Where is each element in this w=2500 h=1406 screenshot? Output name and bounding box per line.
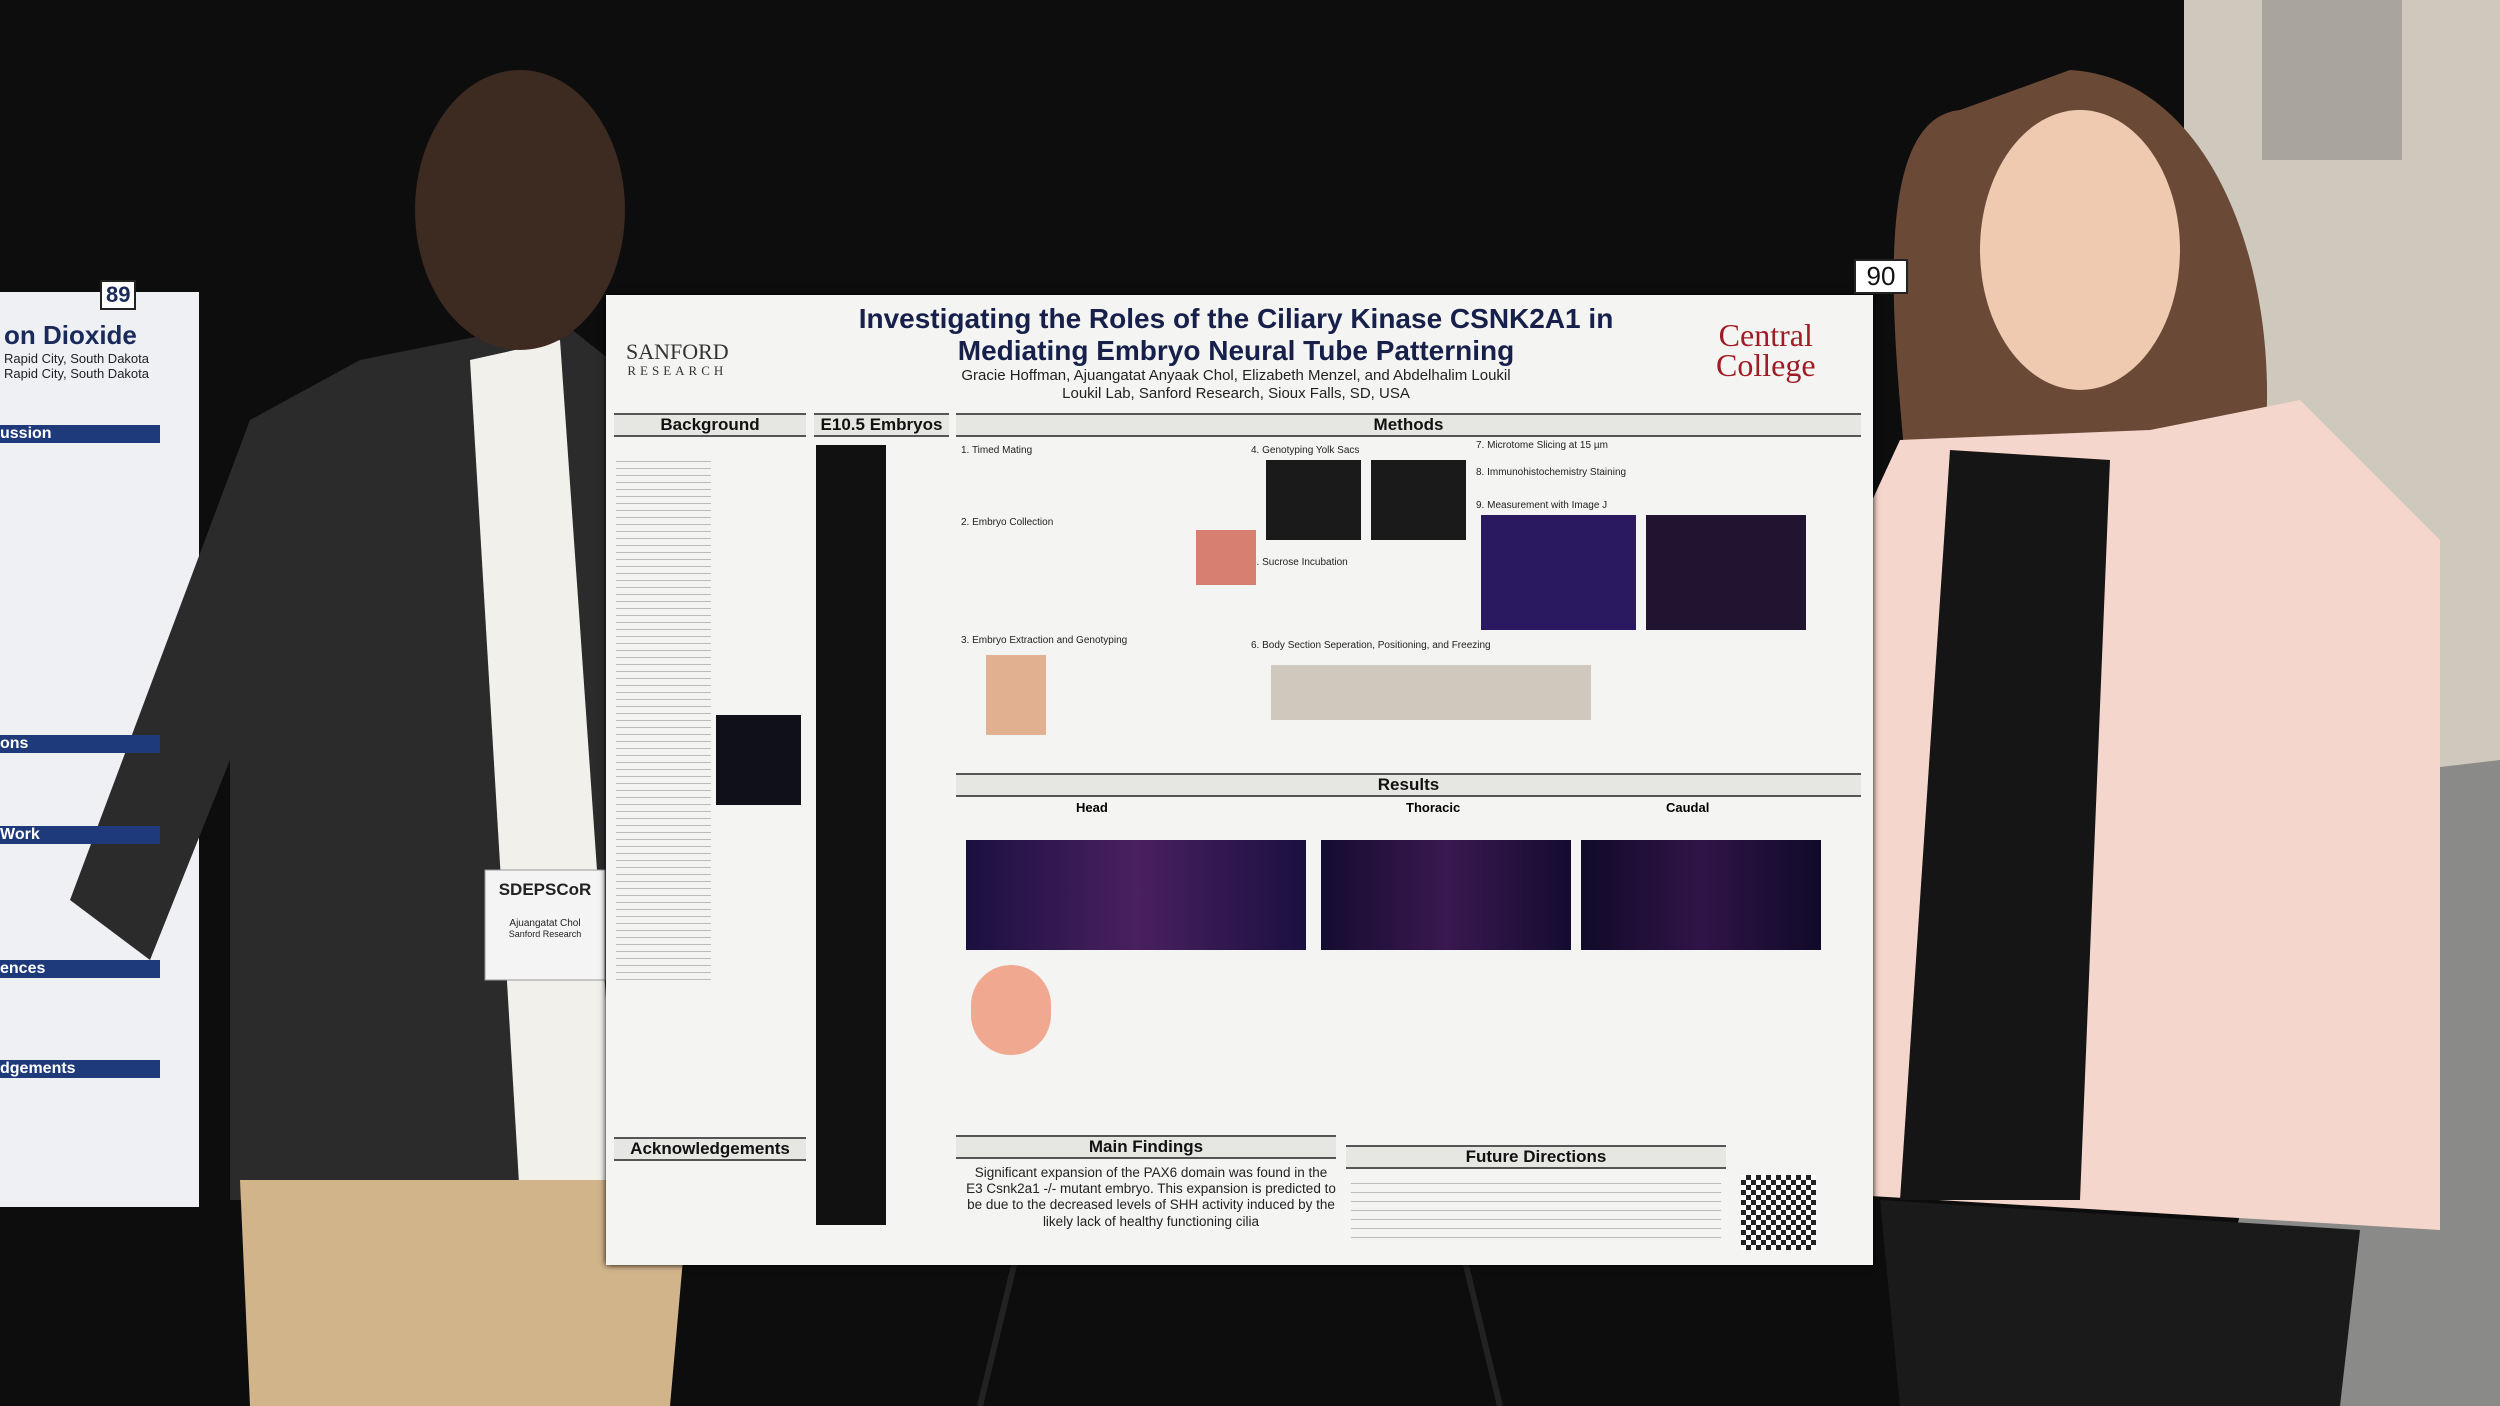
- results-image: [1581, 840, 1821, 950]
- text-block: [1351, 1175, 1721, 1245]
- logo-text: RESEARCH: [627, 363, 728, 379]
- man-pants: [240, 1180, 690, 1406]
- logo-left: SANFORD RESEARCH: [626, 339, 729, 379]
- easel-leg: [977, 1239, 1023, 1406]
- gel-image: [1371, 460, 1466, 540]
- badge: [484, 869, 606, 981]
- badge-name: Ajuangatat Chol: [509, 918, 581, 929]
- badge-logo: SDEPSCoR: [498, 880, 592, 899]
- embryo-image: [1196, 530, 1256, 585]
- method-step: 5. Sucrose Incubation: [1251, 557, 1348, 568]
- neighbor-section: dgements: [0, 1060, 160, 1078]
- neighbor-section: ons: [0, 735, 160, 753]
- woman-top: [1900, 450, 2110, 1200]
- neighbor-location: Rapid City, South Dakota: [4, 351, 149, 366]
- gel-image: [1266, 460, 1361, 540]
- man-undershirt: [470, 340, 620, 1200]
- text-block: [616, 455, 711, 985]
- section-header: Main Findings: [956, 1135, 1336, 1159]
- badge-org: Sanford Research: [508, 929, 582, 939]
- method-step: 1. Timed Mating: [961, 445, 1033, 456]
- neighbor-title: on Dioxide: [4, 320, 137, 350]
- method-step: 8. Immunohistochemistry Staining: [1476, 467, 1627, 478]
- woman-head: [1980, 110, 2180, 390]
- affiliation: Loukil Lab, Sanford Research, Sioux Fall…: [1062, 384, 1410, 402]
- results-image: [1321, 840, 1571, 950]
- poster-number: 90: [1854, 259, 1908, 294]
- neighbor-location: Rapid City, South Dakota: [4, 366, 149, 381]
- section-header: Future Directions: [1346, 1145, 1726, 1169]
- method-step: 6. Body Section Seperation, Positioning,…: [1251, 640, 1491, 651]
- method-step: 7. Microtome Slicing at 15 µm: [1476, 440, 1608, 451]
- poster-number: 89: [100, 280, 137, 310]
- logo-right: Central College: [1716, 317, 1816, 384]
- woman-pants: [1880, 1200, 2360, 1406]
- results-image: [966, 840, 1306, 950]
- authors: Gracie Hoffman, Ajuangatat Anyaak Chol, …: [961, 367, 1511, 385]
- section-header: Background: [614, 413, 806, 437]
- method-step: 2. Embryo Collection: [961, 517, 1054, 528]
- title: Investigating the Roles of the Ciliary K…: [786, 303, 1686, 402]
- section-header: E10.5 Embryos: [814, 413, 949, 437]
- results-region: Thoracic: [1406, 800, 1461, 815]
- section-header: Results: [956, 773, 1861, 797]
- section-header: Methods: [956, 413, 1861, 437]
- logo-text: College: [1716, 347, 1816, 384]
- man-head: [415, 70, 625, 350]
- embryo-image: [986, 655, 1046, 735]
- method-step: 9. Measurement with Image J: [1476, 500, 1608, 511]
- title-line: Mediating Embryo Neural Tube Patterning: [957, 335, 1515, 367]
- section-header: Acknowledgements: [614, 1137, 806, 1161]
- neighbor-section: ussion: [0, 425, 160, 443]
- method-step: 3. Embryo Extraction and Genotyping: [961, 635, 1128, 646]
- qr-code: [1741, 1175, 1816, 1250]
- neighbor-section: Work: [0, 826, 160, 844]
- main-findings-text: Significant expansion of the PAX6 domain…: [966, 1165, 1336, 1229]
- easel-leg: [1457, 1239, 1503, 1406]
- embryo-strip: [816, 445, 886, 1225]
- figure: [716, 715, 801, 805]
- section-image: [1481, 515, 1636, 630]
- results-region: Head: [1076, 800, 1108, 815]
- neighbor-heading: 89 on Dioxide Rapid City, South Dakota Ra…: [4, 280, 194, 381]
- poster: 90 SANFORD RESEARCH Central College Invest…: [606, 259, 1908, 1265]
- embryo-diagram: [971, 965, 1051, 1055]
- neighbor-section: ences: [0, 960, 160, 978]
- wall-panel: [2262, 0, 2402, 160]
- logo-text: Central: [1718, 317, 1813, 353]
- title-line: Investigating the Roles of the Ciliary K…: [858, 303, 1614, 334]
- freezing-image: [1271, 665, 1591, 720]
- logo-text: SANFORD: [626, 339, 729, 364]
- section-image: [1646, 515, 1806, 630]
- badge-text: SDEPSCoR Ajuangatat Chol Sanford Researc…: [489, 880, 601, 939]
- method-step: 4. Genotyping Yolk Sacs: [1251, 445, 1360, 456]
- results-region: Caudal: [1666, 800, 1710, 815]
